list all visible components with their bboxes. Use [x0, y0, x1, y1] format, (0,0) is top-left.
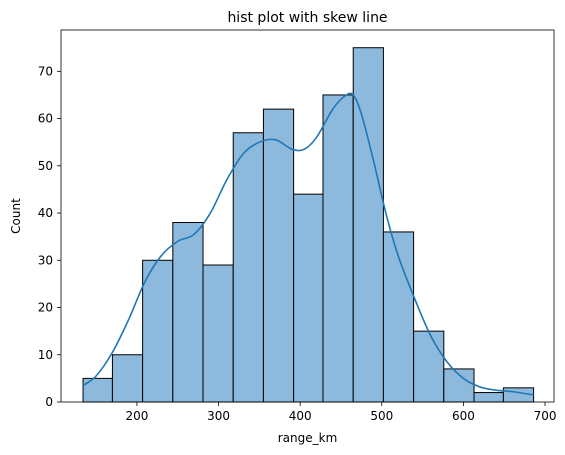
x-tick-label: 700: [534, 409, 557, 423]
histogram-bar-8: [293, 193, 324, 403]
x-tick-label: 600: [452, 409, 475, 423]
histogram-bar-4: [172, 221, 204, 403]
y-axis-title: Count: [9, 198, 23, 234]
chart-title: hist plot with skew line: [227, 10, 387, 26]
histogram-bars: [82, 47, 535, 403]
histogram-bar-11: [382, 231, 415, 403]
histogram-bar-7: [262, 108, 295, 403]
x-tick-label: 200: [125, 409, 148, 423]
histogram-bar-6: [232, 132, 264, 403]
y-tick-label: 70: [38, 64, 53, 78]
histogram-bar-12: [413, 330, 445, 403]
plot-frame: [60, 29, 555, 403]
y-axis: 0 10 20 30 40 50 60 70: [38, 64, 61, 409]
y-tick-label: 10: [38, 348, 53, 362]
x-tick-label: 300: [207, 409, 230, 423]
x-tick-label: 400: [289, 409, 312, 423]
histogram-bar-3: [142, 259, 174, 403]
x-tick-label: 500: [370, 409, 393, 423]
histogram-bar-14: [473, 392, 504, 403]
kde-skew-line: [82, 92, 534, 396]
histogram-bar-9: [322, 94, 354, 403]
x-axis-title: range_km: [278, 431, 338, 445]
y-tick-label: 0: [45, 395, 53, 409]
y-tick-label: 50: [38, 159, 53, 173]
y-tick-label: 60: [38, 112, 53, 126]
y-tick-label: 20: [38, 301, 53, 315]
y-tick-label: 30: [38, 253, 53, 267]
y-tick-label: 40: [38, 206, 53, 220]
histogram-bar-10: [352, 47, 384, 403]
histogram-bar-2: [111, 354, 144, 403]
histogram-bar-5: [202, 264, 234, 403]
x-axis: 200 300 400 500 600 700: [125, 402, 556, 423]
